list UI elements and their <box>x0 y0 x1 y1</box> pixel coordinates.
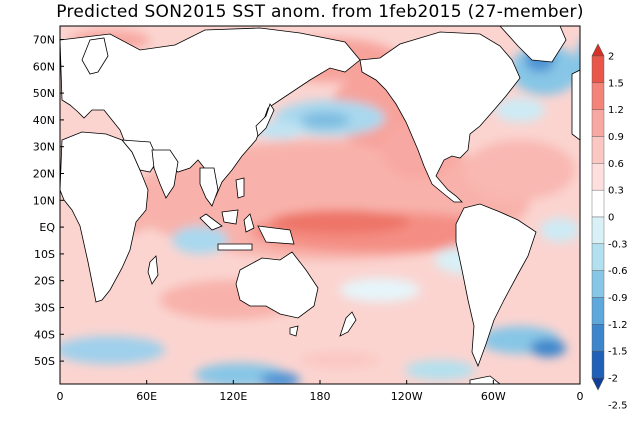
colorbar-max-arrow <box>591 43 605 57</box>
colorbar-tick-label: 1.2 <box>608 105 624 116</box>
lat-label: 30S <box>34 302 55 315</box>
anomaly-field <box>60 26 580 384</box>
lat-label: 40N <box>33 114 55 127</box>
longitude-axis: 0 60E 120E 180 120W 60W 0 <box>57 380 584 403</box>
land <box>60 26 580 384</box>
colorbar-min-arrow <box>591 377 605 391</box>
lat-label: 60N <box>33 60 55 73</box>
lon-label: 60E <box>136 390 157 403</box>
lat-label: 70N <box>33 34 55 47</box>
colorbar-swatch <box>591 82 605 110</box>
colorbar-tick-label: -2.5 <box>608 400 628 411</box>
colorbar-swatch <box>591 270 605 298</box>
lon-label: 0 <box>57 390 64 403</box>
map-title: Predicted SON2015 SST anom. from 1feb201… <box>56 2 584 22</box>
lon-label: 120W <box>391 390 423 403</box>
colorbar-tick-label: 2 <box>608 52 614 63</box>
colorbar-swatch <box>591 109 605 137</box>
latitude-axis: 70N 60N 50N 40N 30N 20N 10N EQ 10S 20S 30S 40S 50S <box>33 34 64 368</box>
colorbar-tick-label: -0.6 <box>608 266 628 277</box>
lat-label: 50N <box>33 87 55 100</box>
colorbar-swatch <box>591 324 605 352</box>
colorbar-swatch <box>591 297 605 325</box>
colorbar-swatch <box>591 350 605 379</box>
lon-label: 180 <box>310 390 331 403</box>
colorbar-tick-label: 1.5 <box>608 78 624 89</box>
lat-label: EQ <box>39 221 55 234</box>
colorbar-tick-label: -0.9 <box>608 293 628 304</box>
colorbar-tick-label: 0.3 <box>608 186 624 197</box>
colorbar-tick-label: 0 <box>608 213 614 224</box>
lat-label: 30N <box>33 141 55 154</box>
colorbar-swatch <box>591 216 605 245</box>
colorbar: 2 1.5 1.2 0.9 0.6 0.3 0 -0.3 -0.6 -0.9 -1.2 -1.5 -2 -… <box>591 43 628 411</box>
colorbar-tick-label: 0.6 <box>608 159 624 170</box>
lat-label: 10S <box>34 248 55 261</box>
colorbar-tick-label: -2 <box>608 374 618 385</box>
colorbar-swatch <box>591 55 605 84</box>
colorbar-tick-label: -1.5 <box>608 347 628 358</box>
colorbar-tick-label: 0.9 <box>608 132 624 143</box>
lon-label: 120E <box>219 390 247 403</box>
lon-label: 0 <box>577 390 584 403</box>
colorbar-swatch <box>591 136 605 164</box>
colorbar-tick-label: -1.2 <box>608 320 628 331</box>
lat-label: 50S <box>34 355 55 368</box>
colorbar-swatch <box>591 189 605 218</box>
lon-label: 60W <box>481 390 506 403</box>
lat-label: 10N <box>33 194 55 207</box>
colorbar-swatch <box>591 243 605 271</box>
lat-label: 20S <box>34 275 55 288</box>
colorbar-swatch <box>591 163 605 191</box>
lat-label: 20N <box>33 168 55 181</box>
lat-label: 40S <box>34 328 55 341</box>
colorbar-tick-label: -0.3 <box>608 239 628 250</box>
